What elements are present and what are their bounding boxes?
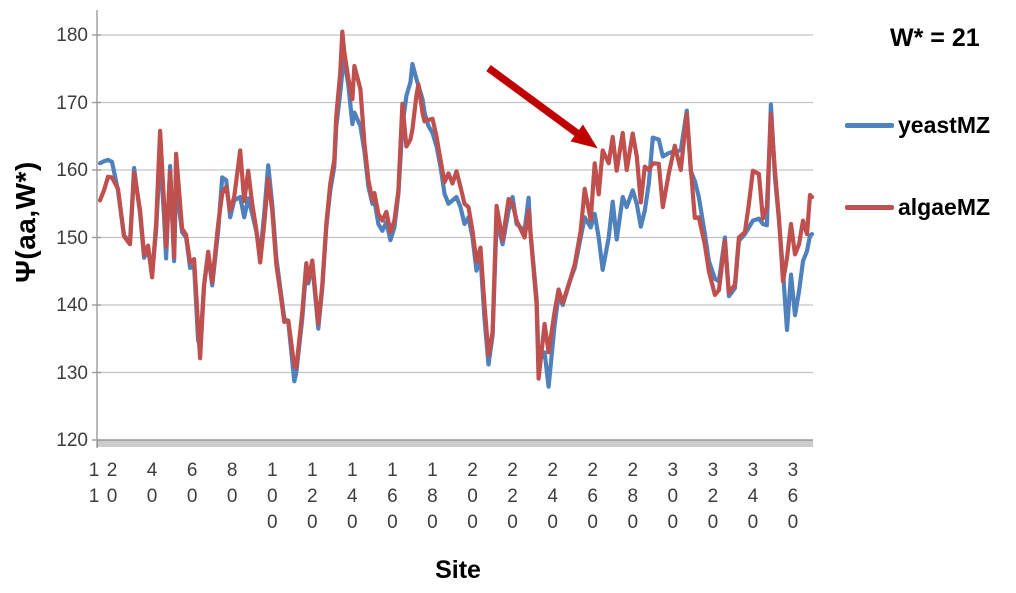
y-tick-label: 140 xyxy=(56,295,88,316)
y-tick-label: 150 xyxy=(56,227,88,249)
annotation-arrow-shaft xyxy=(486,65,583,139)
series-line-yeastmz xyxy=(97,57,815,389)
legend-label-algaemz: algaeMZ xyxy=(898,194,991,220)
x-axis-title: Site xyxy=(435,556,481,584)
legend-item-algaemz: algaeMZ xyxy=(845,194,990,221)
legend-item-yeastmz: yeastMZ xyxy=(845,112,990,139)
y-tick-label: 130 xyxy=(56,362,88,384)
annotation-arrow-head xyxy=(570,124,598,149)
y-tick-label: 120 xyxy=(56,430,88,451)
y-tick-label: 170 xyxy=(56,92,88,114)
legend-swatch-algaemz-line xyxy=(845,205,894,210)
annotation-w-star: W* = 21 xyxy=(890,24,980,52)
y-tick-label: 180 xyxy=(56,25,88,46)
x-dense-tick-marks xyxy=(97,440,813,447)
legend-swatch-yeastmz-line xyxy=(845,123,894,128)
y-tick-label: 160 xyxy=(56,160,88,181)
series-line-algaemz xyxy=(97,29,815,381)
legend-label-yeastmz: yeastMZ xyxy=(898,112,991,138)
